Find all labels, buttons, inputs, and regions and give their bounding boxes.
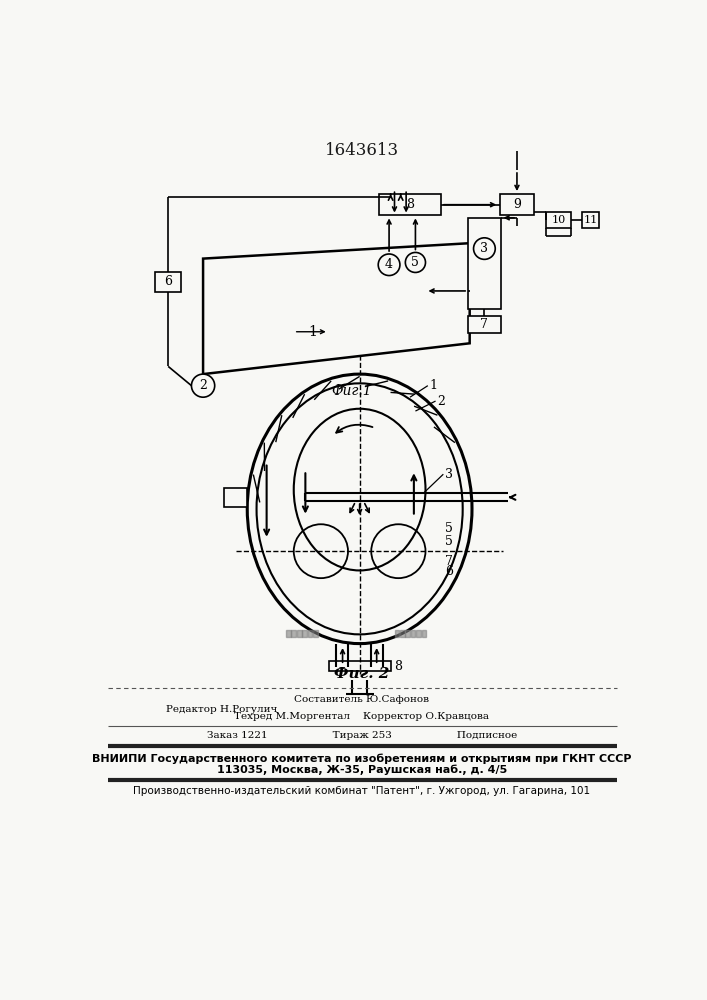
Text: Производственно-издательский комбинат "Патент", г. Ужгород, ул. Гагарина, 101: Производственно-издательский комбинат "П… xyxy=(134,786,590,796)
Polygon shape xyxy=(405,630,410,637)
Text: 2: 2 xyxy=(199,379,207,392)
Text: 6: 6 xyxy=(164,275,173,288)
Polygon shape xyxy=(286,630,291,637)
Polygon shape xyxy=(297,630,301,637)
Text: 3: 3 xyxy=(445,468,453,481)
Bar xyxy=(500,194,534,215)
Circle shape xyxy=(405,252,426,272)
Polygon shape xyxy=(308,630,312,637)
Text: 5: 5 xyxy=(411,256,419,269)
Bar xyxy=(329,661,391,671)
Text: 9: 9 xyxy=(513,198,521,211)
Bar xyxy=(468,218,501,309)
Text: 7: 7 xyxy=(445,555,452,568)
Text: 4: 4 xyxy=(385,258,393,271)
Text: 3: 3 xyxy=(480,242,489,255)
Text: 1: 1 xyxy=(429,379,438,392)
Text: Редактор Н.Рогулич: Редактор Н.Рогулич xyxy=(166,705,277,714)
Polygon shape xyxy=(421,630,426,637)
Bar xyxy=(379,194,441,215)
Polygon shape xyxy=(416,630,421,637)
Text: 6: 6 xyxy=(445,565,453,578)
Text: Техред М.Моргентал    Корректор О.Кравцова: Техред М.Моргентал Корректор О.Кравцова xyxy=(235,712,489,721)
Bar xyxy=(468,316,501,333)
Text: 8: 8 xyxy=(395,660,402,673)
Bar xyxy=(155,272,182,292)
Text: 11: 11 xyxy=(583,215,597,225)
Text: 1643613: 1643613 xyxy=(325,142,399,159)
Text: 2: 2 xyxy=(437,395,445,408)
Polygon shape xyxy=(411,630,416,637)
Text: 7: 7 xyxy=(481,318,489,331)
Bar xyxy=(547,212,571,228)
Circle shape xyxy=(192,374,215,397)
Polygon shape xyxy=(313,630,317,637)
Text: Составитель Ю.Сафонов: Составитель Ю.Сафонов xyxy=(294,695,429,704)
Text: 1: 1 xyxy=(309,325,317,339)
Text: Фиг. 2: Фиг. 2 xyxy=(334,667,390,681)
Polygon shape xyxy=(291,630,296,637)
Polygon shape xyxy=(303,630,307,637)
Text: 113035, Москва, Ж-35, Раушская наб., д. 4/5: 113035, Москва, Ж-35, Раушская наб., д. … xyxy=(217,765,507,775)
Text: Заказ 1221                    Тираж 253                    Подписное: Заказ 1221 Тираж 253 Подписное xyxy=(207,732,517,740)
Text: 5: 5 xyxy=(445,522,452,535)
Text: 8: 8 xyxy=(406,198,414,211)
Bar xyxy=(582,212,599,228)
Polygon shape xyxy=(395,630,399,637)
Circle shape xyxy=(474,238,495,259)
Polygon shape xyxy=(400,630,404,637)
Text: 5: 5 xyxy=(445,535,452,548)
Text: ВНИИПИ Государственного комитета по изобретениям и открытиям при ГКНТ СССР: ВНИИПИ Государственного комитета по изоб… xyxy=(92,754,631,764)
Text: Фиг.1: Фиг.1 xyxy=(332,384,372,398)
Circle shape xyxy=(378,254,400,276)
Text: 10: 10 xyxy=(551,215,566,225)
Bar xyxy=(224,488,247,507)
